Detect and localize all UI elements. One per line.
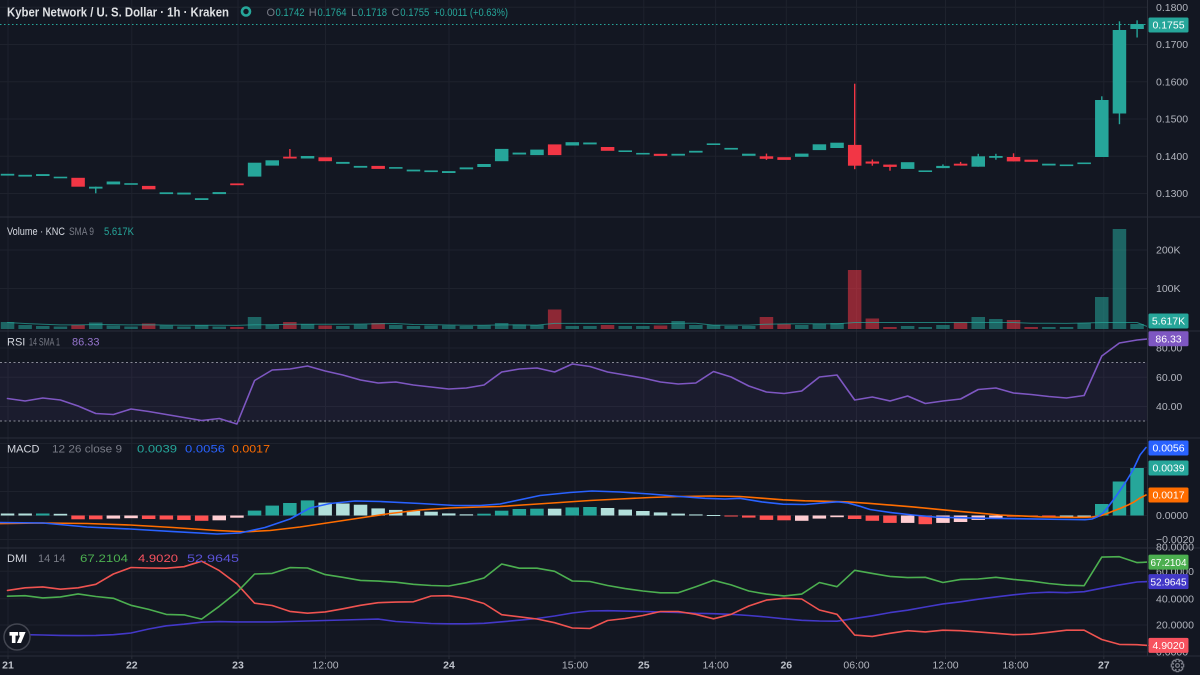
svg-text:25: 25 bbox=[638, 660, 650, 672]
svg-text:O: O bbox=[267, 7, 276, 19]
svg-text:0.0017: 0.0017 bbox=[1152, 490, 1184, 502]
svg-text:18:00: 18:00 bbox=[1002, 660, 1028, 672]
svg-text:Volume · KNC: Volume · KNC bbox=[7, 226, 65, 238]
svg-text:40.00: 40.00 bbox=[1156, 401, 1182, 413]
svg-text:MACD: MACD bbox=[7, 444, 39, 456]
svg-text:52.9645: 52.9645 bbox=[187, 553, 239, 565]
svg-text:14:00: 14:00 bbox=[702, 660, 728, 672]
svg-text:DMI: DMI bbox=[7, 553, 27, 565]
svg-text:0.1755: 0.1755 bbox=[400, 7, 429, 19]
svg-text:27: 27 bbox=[1098, 660, 1110, 672]
svg-text:SMA 9: SMA 9 bbox=[69, 226, 94, 238]
svg-text:0.1718: 0.1718 bbox=[358, 7, 387, 19]
svg-text:H: H bbox=[309, 7, 317, 19]
svg-text:80.0000: 80.0000 bbox=[1156, 542, 1194, 554]
svg-text:5.617K: 5.617K bbox=[1152, 316, 1185, 328]
svg-text:52.9645: 52.9645 bbox=[1151, 576, 1187, 588]
svg-text:200K: 200K bbox=[1156, 245, 1181, 257]
svg-text:14 SMA 1: 14 SMA 1 bbox=[29, 337, 60, 349]
svg-text:0.0039: 0.0039 bbox=[1152, 463, 1184, 475]
svg-text:21: 21 bbox=[2, 660, 14, 672]
svg-text:5.617K: 5.617K bbox=[104, 226, 135, 238]
svg-text:−0.0020: −0.0020 bbox=[1156, 534, 1194, 546]
svg-text:86.33: 86.33 bbox=[72, 337, 100, 349]
svg-text:0.0056: 0.0056 bbox=[185, 444, 225, 456]
svg-text:0.1742: 0.1742 bbox=[276, 7, 305, 19]
svg-text:0.1764: 0.1764 bbox=[318, 7, 347, 19]
svg-text:24: 24 bbox=[443, 660, 455, 672]
svg-text:40.0000: 40.0000 bbox=[1156, 593, 1194, 605]
svg-text:0.1300: 0.1300 bbox=[1156, 188, 1188, 200]
svg-text:0.1600: 0.1600 bbox=[1156, 77, 1188, 89]
svg-text:0.0017: 0.0017 bbox=[232, 444, 270, 456]
svg-text:Kyber Network / U. S. Dollar ·: Kyber Network / U. S. Dollar · 1h · Krak… bbox=[7, 6, 229, 20]
svg-text:C: C bbox=[392, 7, 400, 19]
svg-text:12:00: 12:00 bbox=[932, 660, 958, 672]
svg-text:0.1700: 0.1700 bbox=[1156, 39, 1188, 51]
svg-text:0.1755: 0.1755 bbox=[1152, 20, 1184, 32]
svg-text:67.2104: 67.2104 bbox=[80, 553, 128, 565]
svg-text:22: 22 bbox=[126, 660, 138, 672]
svg-text:20.0000: 20.0000 bbox=[1156, 620, 1194, 632]
svg-text:0.0039: 0.0039 bbox=[137, 444, 177, 456]
svg-text:4.9020: 4.9020 bbox=[1152, 640, 1184, 652]
svg-text:26: 26 bbox=[780, 660, 792, 672]
svg-text:06:00: 06:00 bbox=[843, 660, 869, 672]
svg-text:0.1800: 0.1800 bbox=[1156, 2, 1188, 14]
svg-text:12 26 close 9: 12 26 close 9 bbox=[52, 444, 122, 456]
svg-text:14 14: 14 14 bbox=[38, 553, 66, 565]
svg-text:L: L bbox=[351, 7, 357, 19]
svg-text:100K: 100K bbox=[1156, 283, 1181, 295]
svg-text:12:00: 12:00 bbox=[312, 660, 338, 672]
svg-text:67.2104: 67.2104 bbox=[1151, 557, 1187, 569]
svg-text:4.9020: 4.9020 bbox=[138, 553, 178, 565]
svg-text:0.0056: 0.0056 bbox=[1152, 443, 1184, 455]
svg-text:0.0000: 0.0000 bbox=[1156, 510, 1188, 522]
svg-text:RSI: RSI bbox=[7, 337, 25, 349]
svg-text:23: 23 bbox=[232, 660, 244, 672]
svg-text:0.1400: 0.1400 bbox=[1156, 151, 1188, 163]
svg-text:0.1500: 0.1500 bbox=[1156, 114, 1188, 126]
svg-text:86.33: 86.33 bbox=[1155, 333, 1181, 345]
svg-text:15:00: 15:00 bbox=[562, 660, 588, 672]
svg-text:60.00: 60.00 bbox=[1156, 372, 1182, 384]
svg-text:+0.0011 (+0.63%): +0.0011 (+0.63%) bbox=[434, 7, 508, 19]
